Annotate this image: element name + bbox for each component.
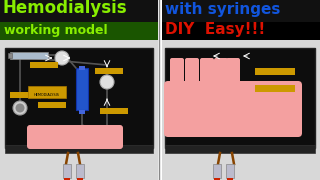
Text: with syringes: with syringes (165, 2, 280, 17)
Bar (5, 145, 153, 153)
Text: working model: working model (4, 24, 108, 37)
Bar (30, 62, 58, 68)
Bar (63, 164, 71, 178)
Bar (76, 164, 84, 178)
Bar (165, 145, 315, 153)
Bar (255, 85, 295, 92)
FancyBboxPatch shape (214, 58, 228, 92)
Ellipse shape (100, 75, 114, 89)
Bar (214, 178, 220, 180)
FancyBboxPatch shape (200, 58, 214, 92)
Bar (38, 102, 66, 108)
Ellipse shape (15, 103, 25, 112)
Bar (162, 22, 320, 40)
Bar (10, 92, 38, 98)
Bar (227, 178, 233, 180)
Bar (79, 66, 85, 70)
Bar (213, 164, 221, 178)
Bar (162, 0, 320, 22)
Text: HEMODIALYSIS: HEMODIALYSIS (34, 93, 60, 97)
FancyBboxPatch shape (27, 125, 123, 149)
Ellipse shape (13, 101, 27, 115)
Bar (5, 48, 153, 148)
Bar (0, 22, 158, 40)
Bar (165, 48, 315, 148)
Bar (95, 68, 123, 74)
FancyBboxPatch shape (226, 58, 240, 92)
Bar (64, 178, 70, 180)
Bar (8, 53, 12, 58)
FancyBboxPatch shape (185, 58, 199, 92)
Bar (226, 164, 234, 178)
Bar (255, 68, 295, 75)
FancyBboxPatch shape (170, 58, 184, 92)
FancyBboxPatch shape (164, 81, 302, 137)
Ellipse shape (55, 51, 69, 65)
Text: DIY  Easy!!!: DIY Easy!!! (165, 22, 265, 37)
Bar (76, 68, 88, 110)
Bar (28, 86, 66, 98)
Bar (100, 108, 128, 114)
Text: Hemodialysis: Hemodialysis (2, 0, 127, 17)
Bar (162, 40, 320, 180)
Bar (10, 52, 48, 59)
Bar (0, 0, 158, 22)
Bar (79, 110, 85, 114)
Bar (0, 40, 158, 180)
Bar (77, 178, 83, 180)
